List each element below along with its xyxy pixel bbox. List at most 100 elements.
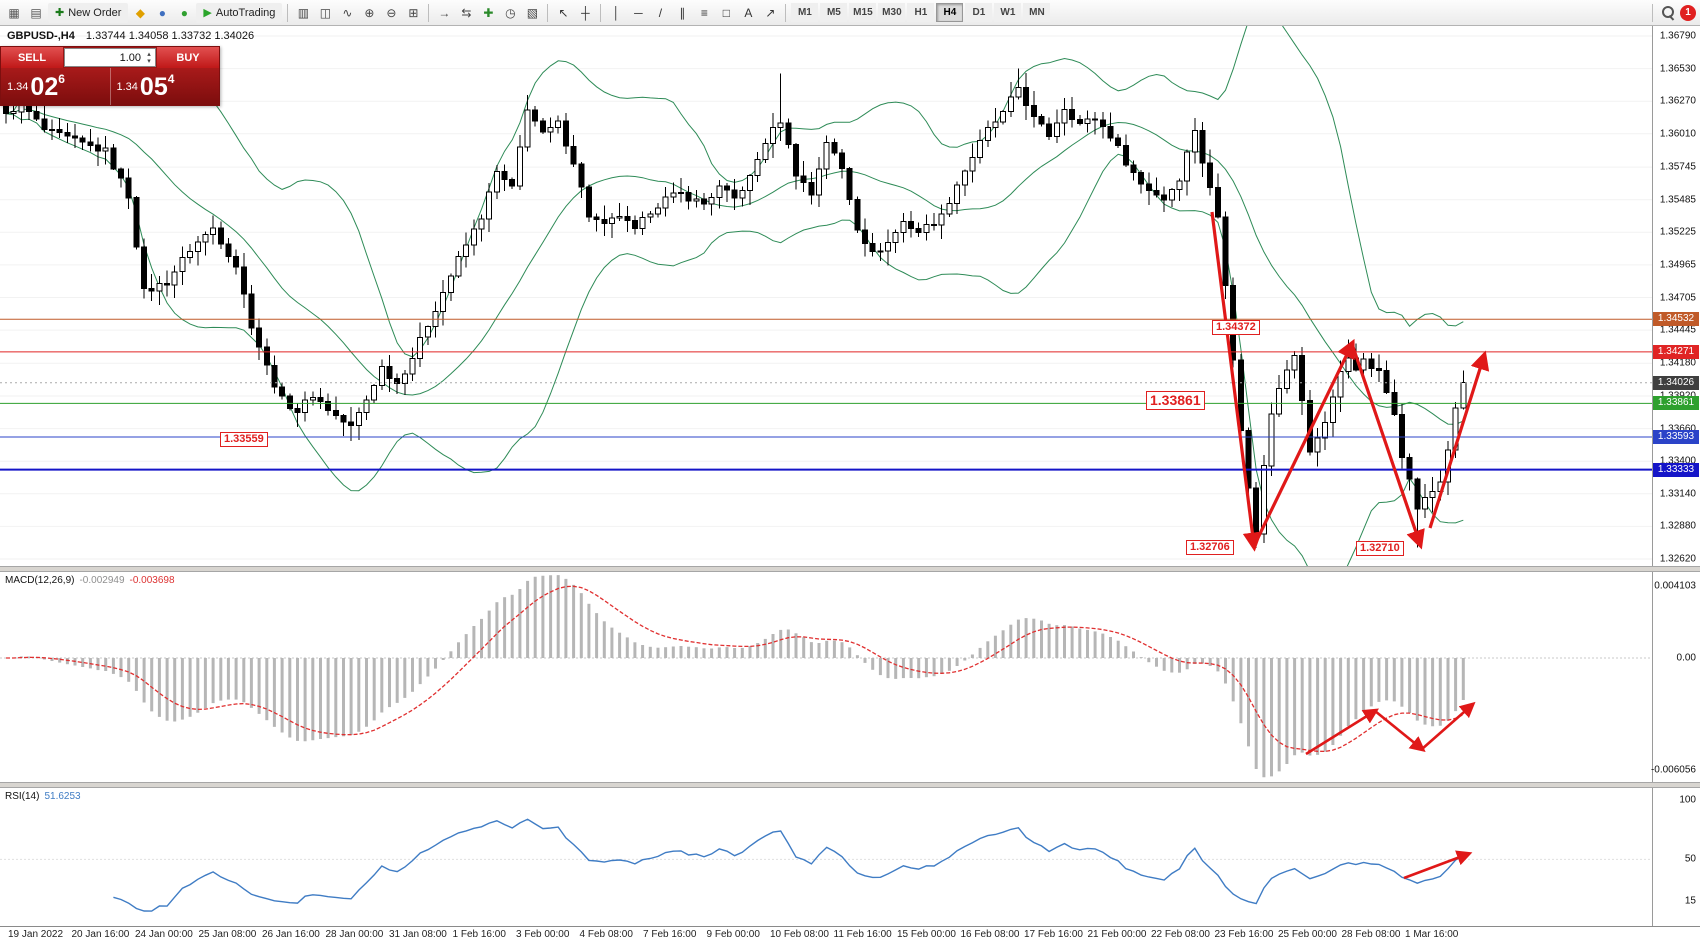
- volume-down-button[interactable]: ▾: [147, 57, 151, 65]
- macd-tick-label: 0.004103: [1654, 580, 1696, 592]
- time-axis[interactable]: 19 Jan 2022 20 Jan 16:00 24 Jan 00:00 25 Ja…: [0, 926, 1700, 942]
- rsi-trend-arrows[interactable]: [1403, 850, 1473, 880]
- fibonacci-icon[interactable]: ≡: [700, 5, 708, 20]
- macd-panel[interactable]: MACD(12,26,9) -0.002949 -0.003698 0.004103…: [0, 572, 1700, 782]
- tile-windows-icon[interactable]: ⊞: [408, 5, 419, 20]
- rsi-canvas[interactable]: [0, 788, 1652, 926]
- time-tick-label: 17 Feb 16:00: [1024, 929, 1083, 940]
- panel-splitter-2[interactable]: [0, 782, 1700, 788]
- rsi-line: [113, 818, 1464, 912]
- price-label-annotation[interactable]: 1.32710: [1356, 541, 1404, 557]
- templates-icon[interactable]: ▧: [526, 5, 539, 20]
- candles-layer[interactable]: [3, 68, 1467, 549]
- price-chart-canvas[interactable]: [0, 26, 1652, 566]
- notification-badge[interactable]: 1: [1680, 4, 1696, 21]
- price-tick-label: 1.32620: [1659, 553, 1696, 565]
- profiles-icon[interactable]: ▤: [30, 5, 42, 20]
- crosshair-icon[interactable]: ┼: [581, 5, 590, 20]
- ohlc-values: 1.33744 1.34058 1.33732 1.34026: [85, 30, 255, 42]
- time-tick-label: 15 Feb 00:00: [897, 929, 956, 940]
- charts-menu-icon[interactable]: ▦: [8, 5, 20, 20]
- candlestick-chart-icon[interactable]: ◫: [319, 5, 332, 20]
- time-tick-label: 25 Jan 08:00: [198, 929, 257, 940]
- timeframe-w1-button[interactable]: W1: [994, 3, 1022, 22]
- timeframe-m15-button[interactable]: M15: [849, 3, 877, 22]
- volume-field[interactable]: 1.00 ▴ ▾: [64, 48, 156, 67]
- timeframe-m5-button[interactable]: M5: [820, 3, 848, 22]
- price-tick-label: 1.36790: [1659, 30, 1696, 42]
- macd-value: -0.002949: [79, 575, 125, 586]
- price-tick-label: 1.35225: [1659, 226, 1696, 238]
- vertical-line-icon[interactable]: │: [612, 5, 621, 20]
- line-chart-icon[interactable]: ∿: [342, 5, 353, 20]
- timeframe-d1-button[interactable]: D1: [965, 3, 993, 22]
- auto-scroll-icon[interactable]: →: [438, 5, 451, 20]
- timeframe-m1-button[interactable]: M1: [791, 3, 819, 22]
- cursor-icon[interactable]: ↖: [558, 5, 569, 20]
- channel-icon[interactable]: ∥: [679, 5, 686, 20]
- search-icon[interactable]: [1658, 3, 1678, 23]
- sell-price-sup: 6: [58, 72, 65, 86]
- horizontal-line-icon[interactable]: ─: [634, 5, 643, 20]
- macd-axis[interactable]: 0.004103 0.00 -0.006056: [1651, 572, 1700, 782]
- news-icon[interactable]: ●: [180, 5, 189, 20]
- trendline-icon[interactable]: /: [658, 5, 663, 20]
- rsi-panel[interactable]: RSI(14) 51.6253 100 50 15: [0, 788, 1700, 926]
- new-order-button[interactable]: ✚ New Order: [48, 2, 129, 23]
- mql5-icon[interactable]: ◆: [135, 5, 146, 20]
- autotrading-button-label: AutoTrading: [215, 6, 276, 19]
- rsi-tick-label: 15: [1684, 895, 1696, 907]
- trend-arrows[interactable]: [1210, 211, 1490, 552]
- time-tick-label: 24 Jan 00:00: [135, 929, 193, 940]
- volume-value[interactable]: 1.00: [119, 51, 141, 64]
- timeframe-mn-button[interactable]: MN: [1023, 3, 1051, 22]
- sell-price-big: 02: [30, 72, 59, 101]
- sell-price-small: 1.34: [7, 80, 29, 93]
- price-level-tag: 1.33593: [1653, 430, 1699, 444]
- sell-button[interactable]: SELL: [1, 47, 63, 68]
- timeframe-h4-button[interactable]: H4: [936, 3, 964, 22]
- text-icon[interactable]: A: [744, 5, 753, 20]
- time-tick-label: 11 Feb 16:00: [833, 929, 892, 940]
- price-level-tag: 1.33333: [1653, 463, 1699, 477]
- sell-price-display[interactable]: 1.34 02 6: [1, 68, 110, 105]
- buy-button[interactable]: BUY: [157, 47, 219, 68]
- price-axis[interactable]: 1.36790 1.36530 1.36270 1.36010 1.35745 1.354…: [1652, 26, 1700, 566]
- add-indicator-icon[interactable]: ✚: [483, 5, 494, 20]
- macd-tick-label: 0.00: [1676, 652, 1696, 664]
- rsi-tick-label: 50: [1684, 853, 1696, 865]
- rsi-tick-label: 100: [1679, 794, 1696, 806]
- time-tick-label: 25 Feb 00:00: [1278, 929, 1337, 940]
- rsi-axis[interactable]: 100 50 15: [1652, 788, 1700, 926]
- arrows-tool-icon[interactable]: ↗: [765, 5, 776, 20]
- time-tick-label: 20 Jan 16:00: [71, 929, 130, 940]
- community-icon[interactable]: ●: [158, 5, 167, 20]
- price-label-annotation[interactable]: 1.33559: [220, 432, 268, 448]
- toolbar-separator: [547, 3, 549, 22]
- buy-price-small: 1.34: [116, 80, 138, 93]
- periods-icon[interactable]: ◷: [505, 5, 516, 20]
- one-click-trading-widget[interactable]: SELL 1.00 ▴ ▾ BUY 1.34 02 6 1.34 05 4: [0, 46, 220, 106]
- price-tick-label: 1.32880: [1659, 520, 1696, 532]
- price-label-annotation[interactable]: 1.33861: [1146, 391, 1205, 410]
- price-chart-panel[interactable]: GBPUSD-,H4 1.33744 1.34058 1.33732 1.340…: [0, 26, 1700, 566]
- price-level-tag: 1.34532: [1653, 312, 1699, 326]
- timeframe-h1-button[interactable]: H1: [907, 3, 935, 22]
- bar-chart-icon[interactable]: ▥: [297, 5, 310, 20]
- timeframe-m30-button[interactable]: M30: [878, 3, 906, 22]
- macd-canvas[interactable]: [0, 572, 1652, 782]
- shapes-icon[interactable]: □: [722, 5, 731, 20]
- price-label-annotation[interactable]: 1.34372: [1212, 320, 1260, 336]
- volume-up-button[interactable]: ▴: [147, 50, 151, 58]
- zoom-in-icon[interactable]: ⊕: [364, 5, 375, 20]
- bollinger-bands[interactable]: [5, 26, 1464, 566]
- buy-price-display[interactable]: 1.34 05 4: [109, 68, 220, 105]
- price-label-annotation[interactable]: 1.32706: [1186, 540, 1234, 556]
- macd-trend-arrows[interactable]: [1305, 701, 1476, 756]
- panel-splitter[interactable]: [0, 566, 1700, 572]
- zoom-out-icon[interactable]: ⊖: [386, 5, 397, 20]
- time-tick-label: 10 Feb 08:00: [770, 929, 829, 940]
- autotrading-button[interactable]: ▶ AutoTrading: [196, 2, 283, 23]
- price-tick-label: 1.36270: [1659, 95, 1696, 107]
- chart-shift-icon[interactable]: ⇆: [461, 5, 472, 20]
